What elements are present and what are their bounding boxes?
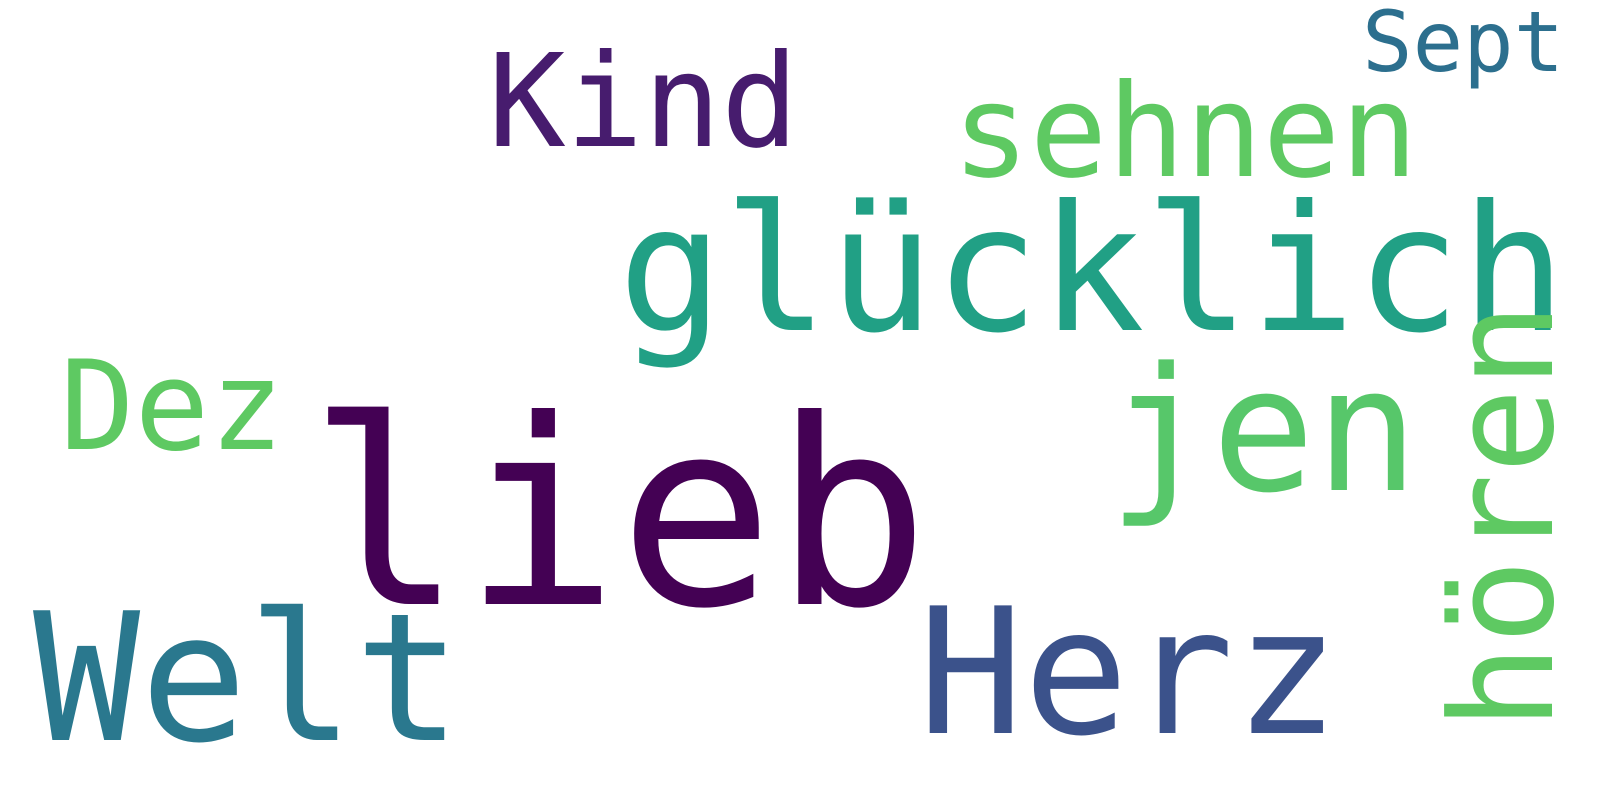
word-herz: Herz bbox=[918, 572, 1340, 775]
word-jen: jen bbox=[1108, 330, 1419, 531]
word-sept: Sept bbox=[1362, 0, 1565, 91]
word-gluecklich: glücklich bbox=[618, 169, 1567, 372]
word-welt: Welt bbox=[33, 575, 462, 782]
word-hoeren: hören bbox=[1421, 302, 1586, 730]
word-sehnen: sehnen bbox=[952, 57, 1418, 207]
word-lieb: lieb bbox=[308, 365, 930, 665]
word-dez: Dez bbox=[60, 335, 284, 479]
word-kind: Kind bbox=[488, 27, 799, 177]
